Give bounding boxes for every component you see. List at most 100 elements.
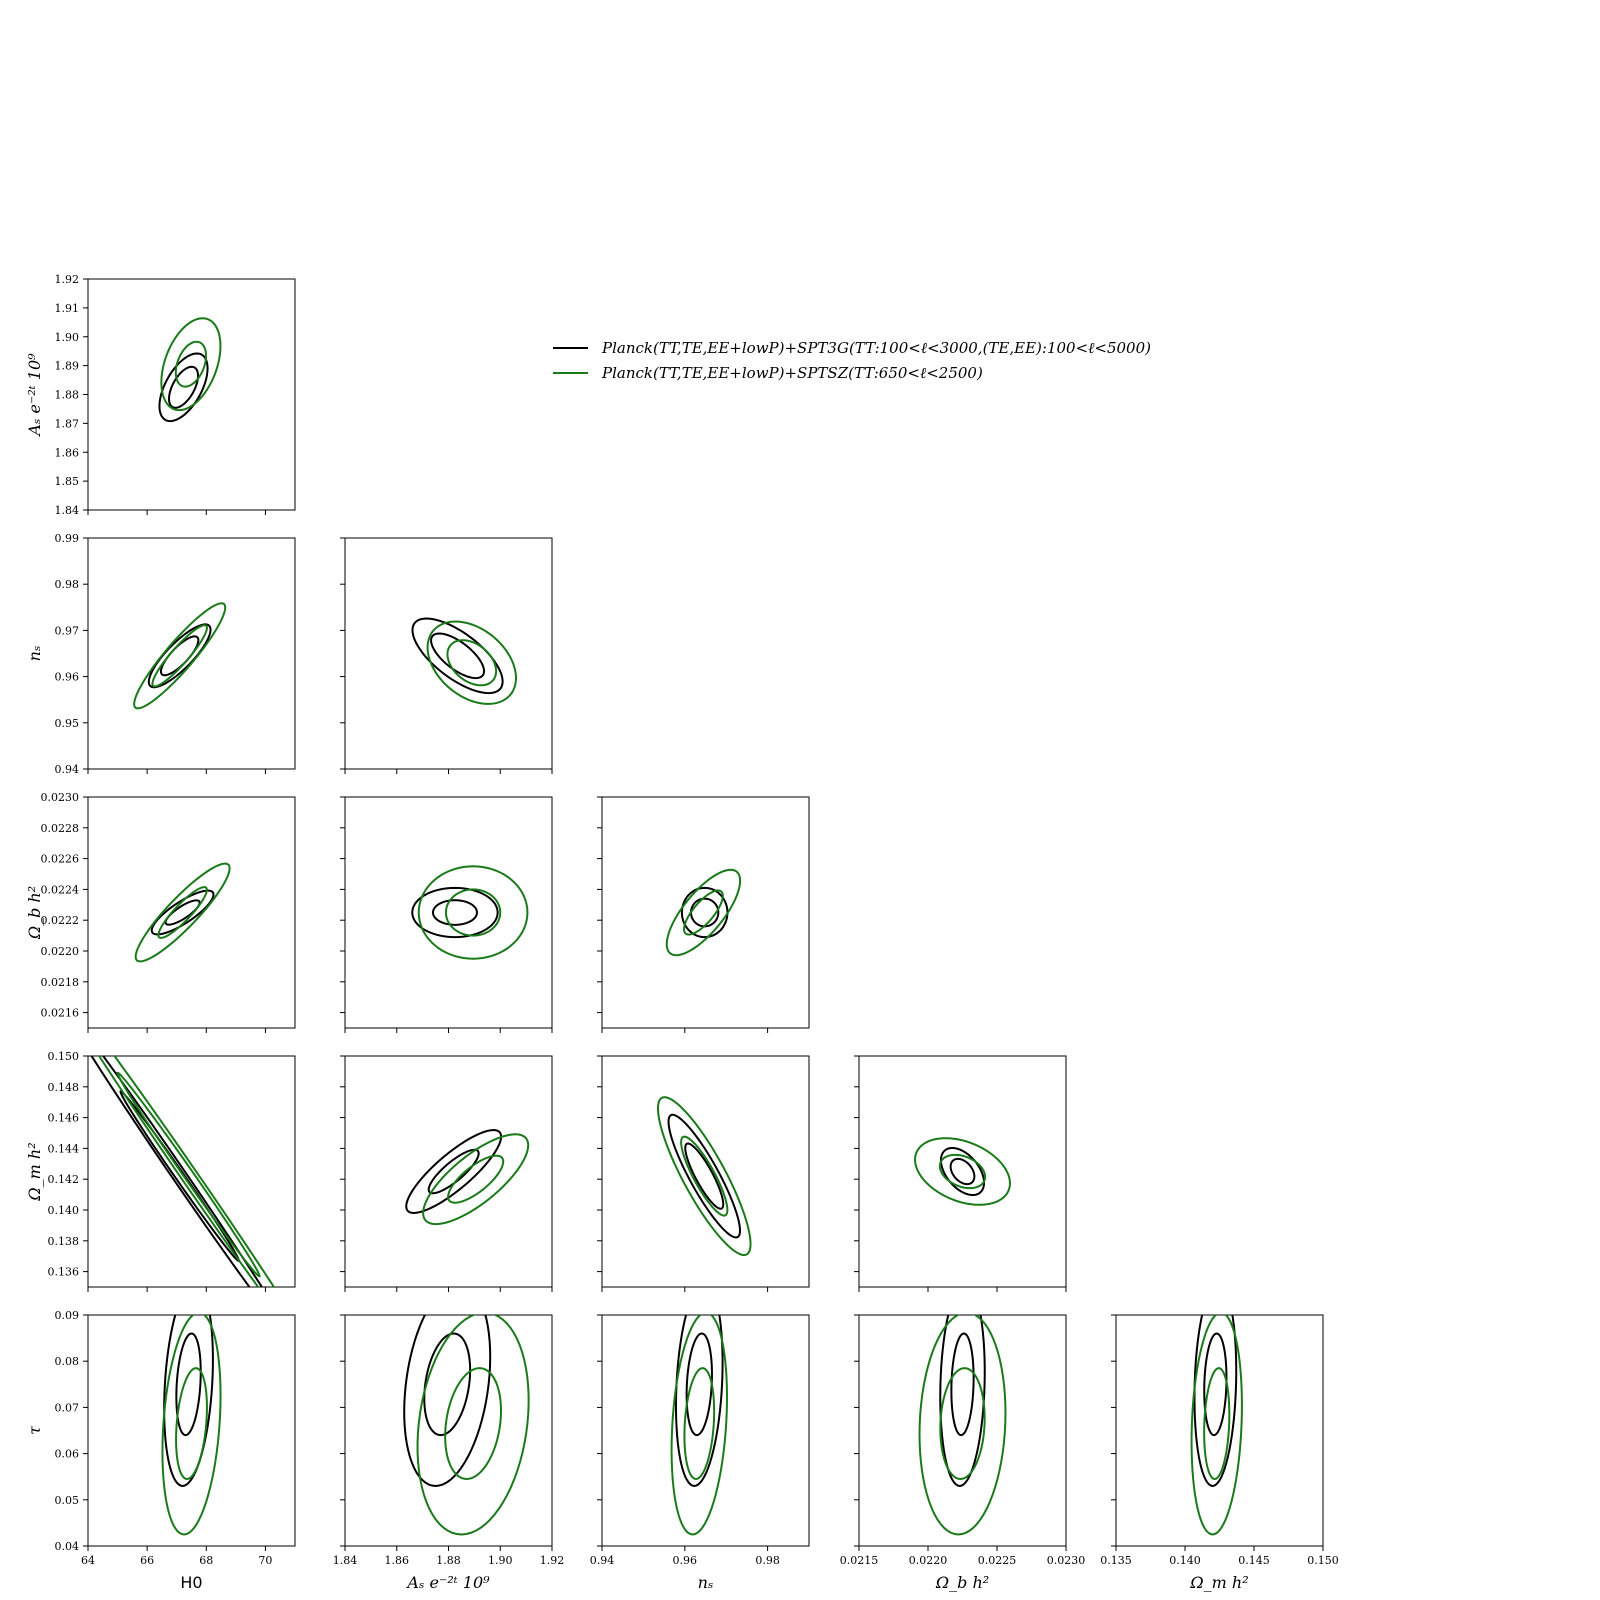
panel-frame — [601, 1055, 810, 1288]
y-tick-label: 0.07 — [55, 1401, 80, 1414]
x-tick-label: 0.0215 — [840, 1554, 879, 1567]
contour-sptsz — [1190, 1315, 1243, 1536]
y-tick-label: 0.140 — [48, 1204, 80, 1217]
x-tick-label: 1.92 — [540, 1554, 565, 1567]
contour-sptsz — [161, 1315, 222, 1536]
contour-spt3g — [1193, 1315, 1238, 1487]
panel-ombh2-vs-tau: 0.0215 0.0220 0.0225 0.0230 — [840, 1314, 1085, 1567]
contour-spt3g — [158, 352, 209, 423]
contour-group — [161, 1315, 222, 1536]
y-tick-label: 0.138 — [48, 1235, 80, 1248]
contour-sptsz — [918, 1315, 1007, 1536]
y-tick-label: 0.0230 — [41, 791, 80, 804]
contour-group — [90, 1056, 276, 1287]
x-tick-label: 68 — [199, 1554, 213, 1567]
contour-sptsz — [157, 886, 208, 939]
contour-spt3g — [431, 899, 478, 926]
y-tick-label: 0.95 — [55, 717, 80, 730]
contour-sptsz — [446, 639, 498, 687]
contour-group — [670, 1315, 729, 1536]
contour-spt3g — [411, 617, 504, 695]
panel-omh2-vs-tau: 0.135 0.140 0.145 0.150 — [1100, 1314, 1339, 1567]
y-tick-label: 0.136 — [48, 1266, 80, 1279]
panel-As-vs-tau: 1.84 1.86 1.88 1.90 1.92 — [333, 1314, 565, 1567]
contour-spt3g — [674, 1315, 724, 1487]
panel-frame — [344, 796, 553, 1029]
contour-spt3g — [949, 1157, 976, 1186]
contour-sptsz — [680, 1135, 729, 1217]
x-tick-label: 70 — [258, 1554, 272, 1567]
contour-sptsz — [938, 1153, 987, 1190]
contour-spt3g — [685, 1332, 713, 1437]
contour-group — [134, 862, 231, 963]
contour-sptsz — [939, 1367, 986, 1481]
contour-spt3g — [950, 1332, 975, 1437]
contour-sptsz — [444, 888, 502, 937]
panel-ns-vs-ombh2 — [597, 796, 810, 1033]
y-tick-label: 0.148 — [48, 1081, 80, 1094]
x-tick-label: 1.90 — [488, 1554, 513, 1567]
x-axis-label-omh2: Ω_m h² — [1189, 1573, 1248, 1592]
contour-spt3g — [1203, 1332, 1228, 1437]
y-tick-label: 0.06 — [55, 1448, 80, 1461]
x-tick-label: 0.0220 — [909, 1554, 948, 1567]
x-tick-label: 64 — [81, 1554, 95, 1567]
y-tick-label: 1.91 — [55, 302, 80, 315]
panel-ombh2-vs-omh2 — [854, 1055, 1067, 1292]
y-tick-label: 1.92 — [55, 273, 80, 286]
y-axis-label-tau: τ — [25, 1425, 44, 1435]
y-tick-label: 0.142 — [48, 1173, 80, 1186]
y-axis-label-omh2: Ω_m h² — [25, 1142, 44, 1201]
y-axis-label-As: Aₛ e⁻²ᵗ 10⁹ — [25, 353, 44, 438]
y-tick-label: 0.146 — [48, 1112, 80, 1125]
x-tick-label: 0.0225 — [978, 1554, 1017, 1567]
panel-H0-vs-As: 1.84 1.85 1.86 1.87 1.88 1.89 1.90 1.91 1.92 — [55, 273, 296, 517]
contour-spt3g — [403, 1315, 492, 1487]
panel-ns-vs-tau: 0.94 0.96 0.98 — [590, 1314, 810, 1567]
panel-ns-vs-omh2 — [597, 1055, 810, 1292]
y-tick-label: 0.144 — [48, 1142, 80, 1155]
contour-sptsz — [670, 1315, 729, 1536]
panel-H0-vs-ns: 0.94 0.95 0.96 0.97 0.98 0.99 — [55, 532, 296, 776]
contour-group — [656, 1096, 752, 1257]
contour-sptsz — [683, 1367, 716, 1481]
y-tick-label: 0.94 — [55, 763, 80, 776]
x-tick-label: 0.150 — [1307, 1554, 1339, 1567]
legend-entry: Planck(TT,TE,EE+lowP)+SPT3G(TT:100<ℓ<300… — [601, 339, 1151, 357]
y-tick-label: 0.0220 — [41, 945, 80, 958]
y-tick-label: 1.86 — [55, 446, 80, 459]
y-tick-label: 0.0226 — [41, 853, 80, 866]
contour-spt3g — [423, 1332, 472, 1437]
y-tick-label: 0.96 — [55, 671, 80, 684]
panel-frame — [87, 1055, 296, 1288]
panel-frame — [87, 1314, 296, 1547]
panel-frame — [1115, 1314, 1324, 1547]
contour-spt3g — [168, 365, 200, 409]
panel-frame — [858, 1055, 1067, 1288]
y-tick-label: 0.99 — [55, 532, 80, 545]
contour-group — [411, 617, 518, 705]
contour-spt3g — [939, 1315, 986, 1487]
contour-sptsz — [116, 1071, 261, 1278]
x-axis-label-H0: H0 — [180, 1573, 202, 1592]
y-tick-label: 0.0224 — [41, 883, 80, 896]
x-tick-label: 0.140 — [1169, 1554, 1201, 1567]
y-tick-label: 1.84 — [55, 504, 80, 517]
contour-sptsz — [665, 868, 742, 957]
x-tick-label: 1.88 — [436, 1554, 461, 1567]
contour-spt3g — [684, 1142, 725, 1210]
legend: Planck(TT,TE,EE+lowP)+SPT3G(TT:100<ℓ<300… — [553, 339, 1151, 382]
y-tick-label: 0.0216 — [41, 1007, 80, 1020]
contour-spt3g — [680, 886, 729, 939]
panel-frame — [858, 1314, 1067, 1547]
x-tick-label: 1.84 — [333, 1554, 358, 1567]
contour-sptsz — [426, 620, 518, 705]
contour-spt3g — [175, 1332, 202, 1437]
x-axis-label-ombh2: Ω_b h² — [935, 1573, 989, 1592]
panel-As-vs-ns — [340, 537, 553, 774]
contour-group — [133, 602, 227, 710]
panel-frame — [601, 1314, 810, 1547]
panel-H0-vs-omh2: 0.136 0.138 0.140 0.142 0.144 0.146 0.148 0.150 — [48, 1050, 296, 1292]
contour-group — [403, 1315, 530, 1536]
